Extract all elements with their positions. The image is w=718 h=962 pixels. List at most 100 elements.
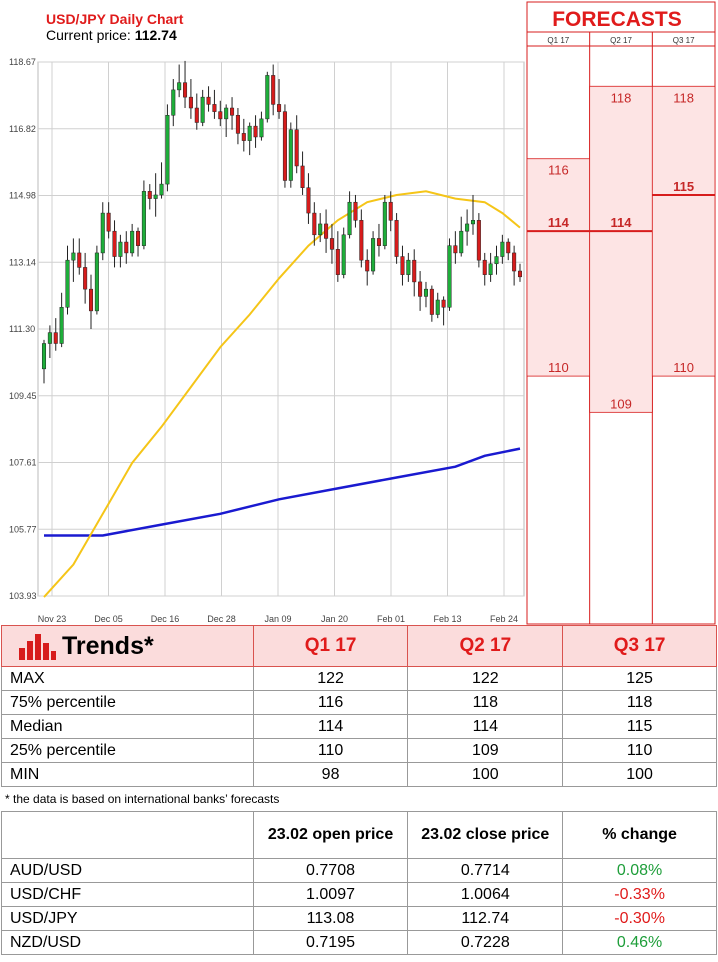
fx-header-change: % change: [562, 811, 717, 859]
fx-open: 113.08: [252, 906, 409, 931]
candle: [335, 231, 340, 282]
fx-header-open: 23.02 open price: [252, 811, 409, 859]
forecast-median-label: 114: [611, 215, 633, 230]
forecast-low-label: 109: [610, 396, 632, 411]
candle-body: [324, 223, 329, 239]
candle: [235, 108, 240, 145]
trends-row: MIN 98 100 100: [1, 762, 717, 787]
candle-body: [171, 89, 176, 116]
fx-open: 0.7195: [252, 930, 409, 955]
candle-body: [429, 288, 434, 315]
candle: [306, 173, 311, 224]
candle-body: [83, 267, 88, 290]
candle: [423, 281, 428, 308]
candle: [359, 209, 364, 268]
candle-body: [335, 249, 340, 275]
fx-close: 0.7228: [407, 930, 564, 955]
candle-body: [241, 133, 246, 141]
forecast-high-label: 118: [611, 90, 632, 105]
candle: [365, 249, 370, 286]
candle: [341, 227, 346, 279]
candle-body: [141, 191, 146, 246]
candle-body: [259, 118, 264, 138]
candle: [194, 93, 199, 130]
trends-cell: 114: [407, 714, 564, 739]
candle: [494, 245, 499, 275]
candle: [259, 111, 264, 141]
candle-body: [288, 129, 293, 181]
candle: [94, 245, 99, 315]
candle-body: [218, 111, 223, 120]
candle-body: [294, 129, 299, 167]
candle-body: [312, 212, 317, 236]
fx-pair: NZD/USD: [1, 930, 254, 955]
candle: [412, 249, 417, 297]
fx-change: -0.30%: [562, 906, 717, 931]
trends-cell: 98: [252, 762, 409, 787]
trends-cell: 116: [252, 690, 409, 715]
trends-row-label: 25% percentile: [1, 738, 254, 763]
forecast-range-box: [589, 85, 653, 413]
trends-header-row: Trends* Q1 17 Q2 17 Q3 17: [1, 625, 717, 667]
trends-row: 25% percentile 110 109 110: [1, 738, 717, 763]
candle: [318, 213, 323, 243]
candle-body: [230, 107, 235, 116]
candle: [147, 184, 152, 210]
candle: [371, 231, 376, 275]
trends-footnote: * the data is based on international ban…: [5, 792, 280, 806]
trends-row-label: MIN: [1, 762, 254, 787]
candle-body: [200, 96, 205, 123]
candle: [435, 292, 440, 319]
current-price-value: 112.74: [135, 27, 177, 43]
candle: [124, 231, 129, 264]
candle: [347, 191, 352, 239]
candle: [159, 162, 164, 199]
candle: [265, 71, 270, 123]
candle-body: [318, 223, 323, 236]
candle: [394, 213, 399, 264]
fx-pair: USD/JPY: [1, 906, 254, 931]
candle: [441, 296, 446, 326]
candle: [400, 245, 405, 286]
fx-row: USD/JPY 113.08 112.74 -0.30%: [1, 906, 717, 931]
forecast-col-label: Q2 17: [610, 36, 632, 45]
current-price-label: Current price: 112.74: [46, 27, 177, 43]
candle-body: [277, 104, 282, 112]
candle-body: [306, 187, 311, 214]
candle-body: [282, 111, 287, 181]
candle-body: [147, 191, 152, 199]
forecast-median-label: 115: [673, 179, 694, 194]
candle-body: [136, 230, 141, 246]
trends-cell: 118: [407, 690, 564, 715]
y-tick-label: 105.77: [9, 524, 37, 534]
candle: [165, 104, 170, 192]
y-axis-ticks: 118.67 116.82 114.98 113.14 111.30 109.45 107.…: [9, 57, 37, 601]
forecast-low-label: 110: [673, 360, 694, 375]
candle: [429, 285, 434, 322]
candle: [77, 238, 82, 275]
x-tick-label: Jan 20: [321, 614, 348, 624]
candle-body: [77, 252, 82, 268]
candle: [171, 79, 176, 127]
candle-body: [459, 230, 464, 254]
fx-close: 0.7714: [407, 858, 564, 883]
trends-row-label: 75% percentile: [1, 690, 254, 715]
y-tick-label: 114.98: [9, 191, 36, 201]
candle-body: [371, 238, 376, 272]
candle-body: [194, 107, 199, 123]
candle: [53, 318, 58, 351]
y-tick-label: 111.30: [9, 324, 35, 334]
candle-body: [247, 125, 252, 141]
usdjpy-chart: 118.67 116.82 114.98 113.14 111.30 109.45 107.…: [9, 1, 716, 625]
candle: [112, 220, 117, 268]
candle: [476, 213, 481, 268]
candle-body: [418, 281, 423, 297]
forecast-col-label: Q3 17: [673, 36, 695, 45]
fx-row: AUD/USD 0.7708 0.7714 0.08%: [1, 858, 717, 883]
trends-row: Median 114 114 115: [1, 714, 717, 739]
candle: [282, 104, 287, 188]
candle: [106, 202, 111, 239]
fx-table: 23.02 open price 23.02 close price % cha…: [1, 811, 717, 955]
trends-col-q3: Q3 17: [562, 625, 717, 667]
candle-body: [329, 238, 334, 250]
